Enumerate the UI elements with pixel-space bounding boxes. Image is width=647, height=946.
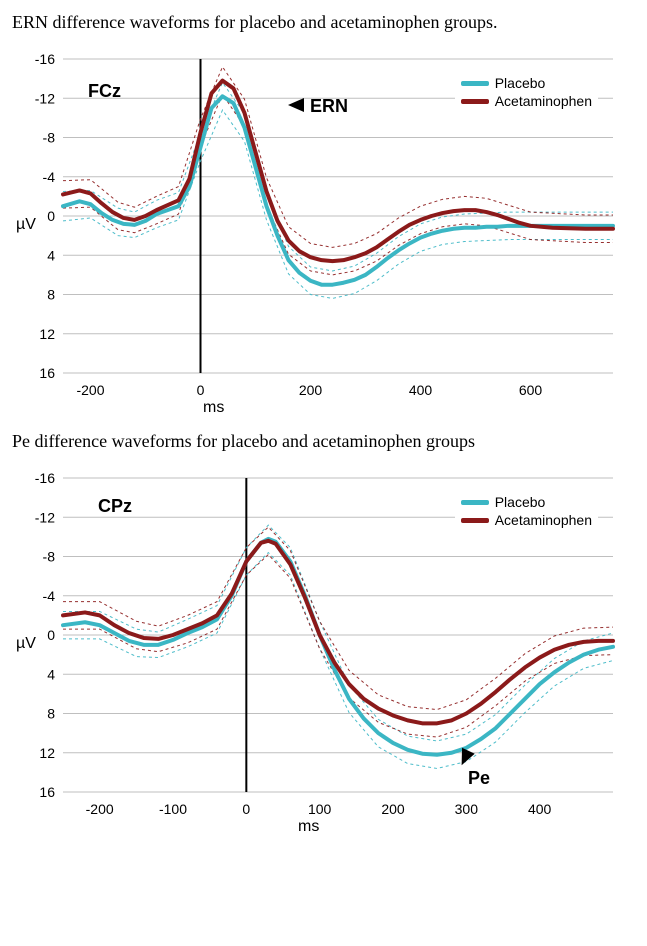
- legend-swatch-placebo: [461, 81, 489, 86]
- legend-row-acet: Acetaminophen: [461, 93, 592, 109]
- pe-label: Pe: [468, 768, 490, 789]
- svg-text:400: 400: [528, 801, 552, 817]
- svg-text:0: 0: [242, 801, 250, 817]
- legend-row-placebo-2: Placebo: [461, 494, 592, 510]
- legend-label-placebo-2: Placebo: [495, 494, 546, 510]
- svg-text:200: 200: [381, 801, 405, 817]
- ern-annotation: ERN: [288, 96, 348, 117]
- bottom-caption: Pe difference waveforms for placebo and …: [12, 431, 647, 452]
- svg-text:-4: -4: [43, 169, 56, 185]
- svg-text:-8: -8: [43, 130, 56, 146]
- electrode-label-cpz: CPz: [98, 496, 132, 517]
- svg-text:0: 0: [47, 208, 55, 224]
- svg-text:-200: -200: [76, 382, 104, 398]
- y-unit-2: µV: [16, 635, 36, 653]
- svg-text:4: 4: [47, 247, 55, 263]
- x-unit-1: ms: [203, 399, 224, 417]
- svg-text:-200: -200: [86, 801, 114, 817]
- svg-text:-16: -16: [35, 470, 55, 486]
- pe-annotation: Pe: [468, 750, 490, 789]
- legend-label-acet-2: Acetaminophen: [495, 512, 592, 528]
- x-unit-2: ms: [298, 818, 319, 836]
- svg-text:300: 300: [455, 801, 479, 817]
- legend-row-acet-2: Acetaminophen: [461, 512, 592, 528]
- svg-text:-8: -8: [43, 549, 56, 565]
- svg-text:-12: -12: [35, 90, 55, 106]
- svg-text:600: 600: [519, 382, 543, 398]
- legend-swatch-placebo-2: [461, 500, 489, 505]
- svg-text:100: 100: [308, 801, 332, 817]
- electrode-label-fcz: FCz: [88, 81, 121, 102]
- legend-swatch-acet: [461, 99, 489, 104]
- top-caption: ERN difference waveforms for placebo and…: [12, 12, 647, 33]
- svg-text:-12: -12: [35, 509, 55, 525]
- svg-text:-16: -16: [35, 51, 55, 67]
- svg-text:8: 8: [47, 706, 55, 722]
- legend-row-placebo: Placebo: [461, 75, 592, 91]
- arrow-left-icon: [288, 96, 310, 117]
- chart-pe: -16 -12 -8 -4 0 4 8 12 16 -200 -100 0 100 200 300 400 C…: [8, 460, 628, 840]
- y-unit-1: µV: [16, 216, 36, 234]
- svg-text:16: 16: [39, 784, 55, 800]
- svg-text:12: 12: [39, 326, 55, 342]
- ern-label: ERN: [310, 96, 348, 117]
- svg-text:400: 400: [409, 382, 433, 398]
- svg-text:-100: -100: [159, 801, 187, 817]
- svg-text:0: 0: [47, 627, 55, 643]
- legend-swatch-acet-2: [461, 518, 489, 523]
- svg-text:4: 4: [47, 666, 55, 682]
- svg-text:-4: -4: [43, 588, 56, 604]
- legend-2: Placebo Acetaminophen: [455, 488, 598, 534]
- legend-label-acet: Acetaminophen: [495, 93, 592, 109]
- svg-text:8: 8: [47, 287, 55, 303]
- svg-text:16: 16: [39, 365, 55, 381]
- svg-text:12: 12: [39, 745, 55, 761]
- legend-1: Placebo Acetaminophen: [455, 69, 598, 115]
- svg-text:200: 200: [299, 382, 323, 398]
- svg-text:0: 0: [197, 382, 205, 398]
- chart-ern: -16 -12 -8 -4 0 4 8 12 16 -200 0 200 400 600 FCz µV m…: [8, 41, 628, 421]
- legend-label-placebo: Placebo: [495, 75, 546, 91]
